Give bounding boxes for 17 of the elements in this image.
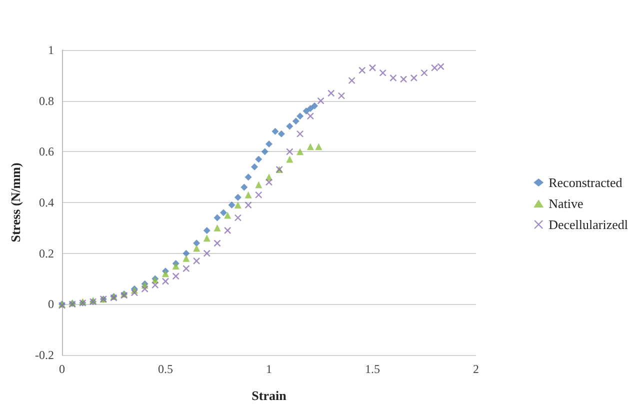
x-axis-title: Strain — [252, 388, 288, 403]
legend-label: Decellularizedl — [548, 217, 628, 232]
y-tick-label: 0.2 — [39, 246, 54, 260]
y-tick-label: -0.2 — [35, 348, 54, 362]
x-tick-label: 1 — [266, 362, 272, 376]
x-tick-label: 2 — [473, 362, 479, 376]
legend-label: Reconstracted — [548, 175, 623, 190]
y-tick-label: 0.4 — [39, 196, 54, 210]
y-axis-title: Stress (N/mm) — [8, 162, 23, 242]
x-tick-label: 1.5 — [365, 362, 380, 376]
y-tick-label: 0.8 — [39, 94, 54, 108]
x-tick-label: 0.5 — [158, 362, 173, 376]
y-tick-label: 0 — [48, 297, 54, 312]
y-tick-label: 1 — [48, 43, 54, 57]
legend-label: Native — [548, 196, 584, 211]
x-tick-label: 0 — [59, 362, 65, 376]
y-tick-label: 0.6 — [39, 144, 54, 159]
